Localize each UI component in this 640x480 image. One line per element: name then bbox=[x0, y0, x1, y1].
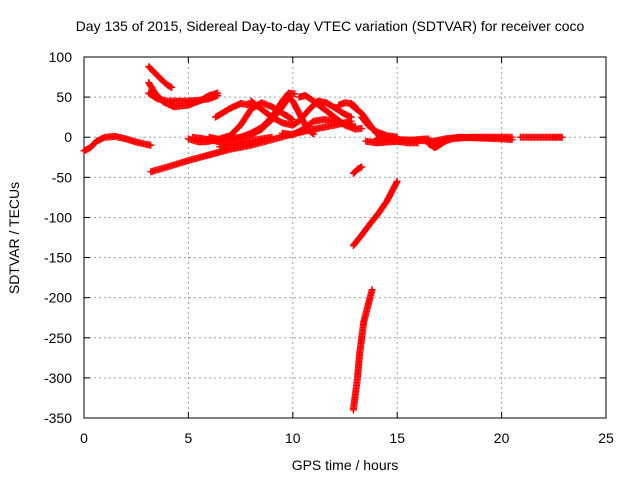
series-arc-j bbox=[212, 100, 255, 121]
data-marks bbox=[80, 63, 566, 414]
data-point bbox=[347, 113, 355, 121]
y-tick-label: -150 bbox=[44, 250, 72, 266]
series-arc-e bbox=[147, 117, 355, 176]
series-arc-d bbox=[145, 89, 222, 105]
y-tick-label: -50 bbox=[52, 169, 72, 185]
x-tick-label: 5 bbox=[185, 430, 193, 446]
data-point bbox=[147, 141, 155, 149]
y-tick-label: -300 bbox=[44, 370, 72, 386]
series-arc-s bbox=[425, 133, 516, 152]
y-tick-label: -250 bbox=[44, 330, 72, 346]
data-point bbox=[368, 286, 376, 294]
plot-frame bbox=[83, 56, 607, 419]
series-arc-w bbox=[349, 286, 376, 414]
series-arc-b bbox=[145, 63, 176, 91]
grid-lines bbox=[84, 57, 606, 418]
x-tick-label: 15 bbox=[389, 430, 405, 446]
data-point bbox=[393, 177, 401, 185]
series-arc-c bbox=[145, 79, 222, 111]
data-point bbox=[291, 90, 299, 98]
chart-title: Day 135 of 2015, Sidereal Day-to-day VTE… bbox=[76, 18, 585, 34]
y-tick-label: 100 bbox=[49, 49, 73, 65]
data-point bbox=[310, 130, 318, 138]
data-point bbox=[214, 92, 222, 100]
x-tick-label: 0 bbox=[80, 430, 88, 446]
x-tick-label: 10 bbox=[285, 430, 301, 446]
data-point bbox=[558, 133, 566, 141]
data-point bbox=[309, 129, 317, 137]
data-point bbox=[358, 163, 366, 171]
data-point bbox=[287, 115, 295, 123]
y-axis-label: SDTVAR / TECUs bbox=[6, 182, 22, 294]
y-tick-label: 0 bbox=[64, 129, 72, 145]
x-axis-label: GPS time / hours bbox=[292, 457, 399, 473]
y-tick-label: -350 bbox=[44, 410, 72, 426]
series-arc-k bbox=[247, 97, 355, 129]
x-tick-label: 25 bbox=[598, 430, 614, 446]
data-point bbox=[358, 124, 366, 132]
series-arc-i bbox=[216, 133, 276, 151]
y-tick-label: 50 bbox=[56, 89, 72, 105]
data-point bbox=[168, 83, 176, 91]
series-arc-t bbox=[516, 133, 566, 141]
series-arc-a bbox=[80, 132, 155, 155]
x-tick-label: 20 bbox=[494, 430, 510, 446]
axis-ticks: 0 5 10 15 20 25 100 50 0 -50 -100 -150 -200 -250 -300 -… bbox=[44, 49, 614, 446]
series-arc-v bbox=[349, 177, 401, 250]
data-point bbox=[508, 133, 516, 141]
data-point bbox=[268, 133, 276, 141]
series-arc-m bbox=[295, 92, 366, 133]
y-tick-label: -200 bbox=[44, 290, 72, 306]
series-arc-u bbox=[349, 163, 366, 177]
y-tick-label: -100 bbox=[44, 209, 72, 225]
